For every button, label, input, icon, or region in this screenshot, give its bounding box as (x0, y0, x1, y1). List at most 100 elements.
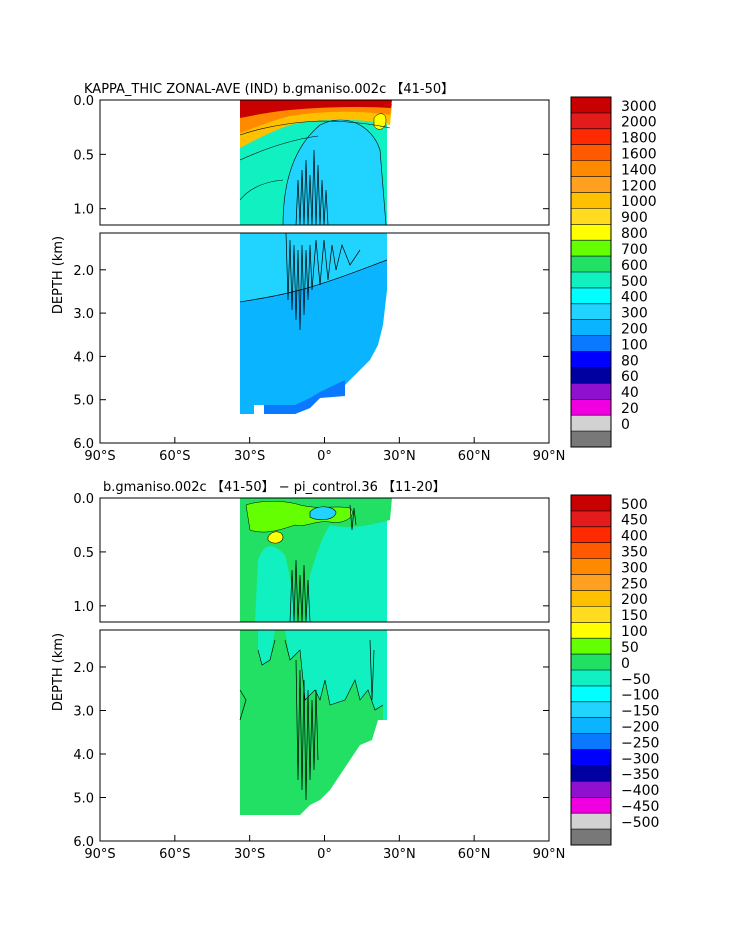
panel-1-ytick-label: 3.0 (73, 307, 94, 322)
panel-1-contour-lower (239, 259, 388, 303)
panel-1-colorbar-label: 60 (621, 369, 639, 385)
panel-1-colorbar-label: 3000 (621, 99, 657, 115)
panel-1-colorbar-label: 1400 (621, 162, 657, 178)
panel-1-colorbar-swatch (571, 319, 611, 336)
panel-1-colorbar-swatch (571, 240, 611, 257)
panel-2-colorbar-label: 300 (621, 560, 648, 576)
panel-2-colorbar-swatch (571, 558, 611, 575)
panel-2-colorbar-label: −100 (621, 688, 659, 704)
panel-2-ytick-label: 5.0 (73, 791, 94, 806)
panel-1-ytick-label: 2.0 (73, 264, 94, 279)
panel-2-colorbar-label: 50 (621, 640, 639, 656)
panel-2-axes: 90°S 60°S 30°S 0° 30°N 60°N 90°N 0.0 0.5 1.0 2.0 3.… (73, 492, 565, 862)
panel-1-colorbar-swatch (571, 97, 611, 114)
panel-1-ytick-label: 6.0 (73, 437, 94, 452)
panel-2-ytick-label: 0.0 (73, 492, 94, 507)
panel-2-colorbar-label: 100 (621, 624, 648, 640)
panel-1-colorbar-swatch (571, 367, 611, 384)
panel-2-colorbar-swatch (571, 526, 611, 544)
panel-1-colorbar-label: 800 (621, 226, 648, 242)
panel-1-colorbar-swatch (571, 303, 611, 321)
panel-1-colorbar-label: 1600 (621, 146, 657, 162)
panel-2-title: b.gmaniso.002c 【41-50】 − pi_control.36 【… (103, 480, 446, 495)
panel-1-colorbar-label: 700 (621, 242, 648, 258)
panel-1-axes: 90°S 60°S 30°S 0° 30°N 60°N 90°N 0.0 0.5 1.0 2.0 3.… (73, 94, 565, 464)
panel-1-ytick-label: 0.0 (73, 94, 94, 109)
panel-2-ytick-label: 4.0 (73, 748, 94, 763)
panel-1-colorbar-swatch (571, 335, 611, 352)
panel-2-colorbar-frame (570, 494, 612, 846)
panel-2-ylabel: DEPTH (km) (51, 633, 66, 711)
panel-1-colorbar-label: 200 (621, 321, 648, 337)
panel-1-xtick-label: 90°S (84, 449, 115, 464)
panel-1-ytick-label: 5.0 (73, 394, 94, 409)
panel-1-colorbar-swatch (571, 256, 611, 273)
panel-2-colorbar-swatch (571, 510, 611, 528)
panel-2-xtick-label: 0° (317, 847, 332, 862)
panel-1: KAPPA_THIC ZONAL-AVE (IND) b.gmaniso.002… (51, 82, 657, 464)
panel-1-colorbar-swatch (571, 287, 611, 305)
panel-2-colorbar-label: −300 (621, 751, 659, 767)
panel-2-contour-lower (257, 639, 384, 711)
panel-1-colorbar-swatch (571, 351, 611, 368)
panel-1-ytick-label: 0.5 (73, 148, 94, 163)
panel-1-colorbar-swatch (571, 272, 611, 289)
panel-2-colorbar-swatch (571, 781, 611, 798)
panel-1-deep-strip (264, 380, 345, 414)
panel-1-warm-band-1 (240, 100, 392, 118)
panel-1-colorbar-swatch (571, 112, 611, 130)
panel-1-colorbar-label: 40 (621, 385, 639, 401)
panel-1-ytick-label: 1.0 (73, 203, 94, 218)
panel-1-colorbar-swatch (571, 144, 611, 161)
panel-2-blue-spot (309, 506, 337, 521)
panel-1-upper-frame (99, 99, 550, 226)
panel-1-colorbar-swatch (571, 128, 611, 146)
panel-1-colorbar-swatch (571, 224, 611, 241)
panel-2-colorbar-label: 200 (621, 592, 648, 608)
panel-2-colorbar-label: 250 (621, 576, 648, 592)
panel-2-ytick-label: 6.0 (73, 835, 94, 850)
panel-1-colorbar-label: 1000 (621, 194, 657, 210)
panel-1-ylabel: DEPTH (km) (51, 236, 66, 314)
panel-1-title: KAPPA_THIC ZONAL-AVE (IND) b.gmaniso.002… (84, 82, 454, 97)
panel-1-colorbar-label: 100 (621, 337, 648, 353)
panel-2-colorbar-label: 400 (621, 529, 648, 545)
panel-2-ytick-label: 2.0 (73, 661, 94, 676)
panel-1-xtick-label: 0° (317, 449, 332, 464)
panel-2-colorbar-swatch (571, 797, 611, 814)
panel-1-colorbar-label: 300 (621, 306, 648, 322)
panel-1-xtick-label: 60°N (458, 449, 491, 464)
panel-2-xtick-label: 90°N (533, 847, 566, 862)
panel-1-colorbar-label: 0 (621, 417, 630, 433)
panel-1-colorbar-label: 80 (621, 353, 639, 369)
panel-1-colorbar: 3000200018001600140012001000900800700600… (570, 96, 657, 448)
panel-1-colorbar-swatch (571, 399, 611, 416)
panel-1-colorbar-swatch (571, 383, 611, 400)
panel-1-contour-1 (239, 120, 391, 136)
panel-2-colorbar-label: 500 (621, 497, 648, 513)
panel-2-colorbar-label: −150 (621, 704, 659, 720)
panel-2-colorbar-swatch (571, 717, 611, 734)
panel-2-noise-lower (239, 639, 375, 801)
panel-1-colorbar-label: 400 (621, 290, 648, 306)
panel-2-colorbar-label: 450 (621, 513, 648, 529)
panel-2-yellow-spot (267, 531, 284, 544)
panel-2-ytick-label: 1.0 (73, 600, 94, 615)
panel-2-colorbar-label: 0 (621, 656, 630, 672)
panel-1-contour-3 (239, 179, 284, 201)
panel-2-colorbar-swatch (571, 654, 611, 671)
panel-1-colorbar-label: 1200 (621, 178, 657, 194)
panel-2: b.gmaniso.002c 【41-50】 − pi_control.36 【… (51, 480, 659, 862)
panel-2-lower-plot (239, 630, 387, 815)
panel-2-colorbar-swatch (571, 574, 611, 591)
panel-2-colorbar: 500450400350300250200150100500−50−100−15… (570, 494, 659, 846)
panel-1-colorbar-frame (570, 96, 612, 448)
panel-2-colorbar-swatch (571, 542, 611, 559)
panel-1-colorbar-swatch (571, 192, 611, 209)
panel-2-colorbar-label: 350 (621, 544, 648, 560)
panel-1-xtick-label: 30°S (234, 449, 265, 464)
panel-2-colorbar-swatch (571, 765, 611, 782)
panel-2-upper-plot (240, 498, 392, 623)
panel-2-colorbar-swatch (571, 622, 611, 639)
